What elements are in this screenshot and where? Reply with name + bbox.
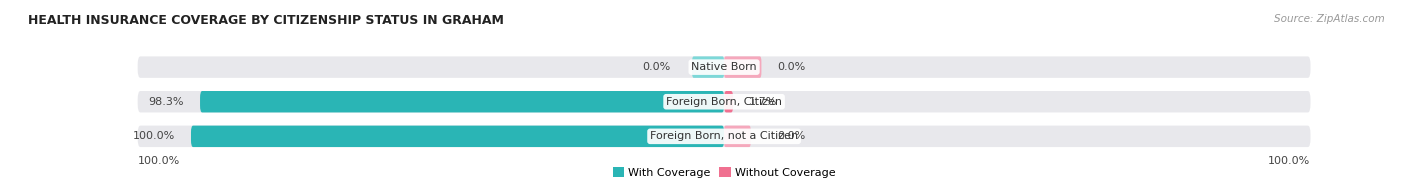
Text: 100.0%: 100.0% [138,156,180,166]
FancyBboxPatch shape [724,56,762,78]
FancyBboxPatch shape [138,91,1310,113]
FancyBboxPatch shape [138,56,1310,78]
Text: Native Born: Native Born [692,62,756,72]
Text: 0.0%: 0.0% [778,62,806,72]
FancyBboxPatch shape [692,56,724,78]
Text: Foreign Born, Citizen: Foreign Born, Citizen [666,97,782,107]
Text: 98.3%: 98.3% [149,97,184,107]
FancyBboxPatch shape [200,91,724,113]
Text: 100.0%: 100.0% [1268,156,1310,166]
Text: 1.7%: 1.7% [749,97,778,107]
Text: 100.0%: 100.0% [132,131,174,141]
FancyBboxPatch shape [191,126,724,147]
FancyBboxPatch shape [724,91,733,113]
FancyBboxPatch shape [138,126,1310,147]
Legend: With Coverage, Without Coverage: With Coverage, Without Coverage [609,163,839,182]
Text: 0.0%: 0.0% [643,62,671,72]
Text: Foreign Born, not a Citizen: Foreign Born, not a Citizen [650,131,799,141]
Text: 0.0%: 0.0% [778,131,806,141]
Text: HEALTH INSURANCE COVERAGE BY CITIZENSHIP STATUS IN GRAHAM: HEALTH INSURANCE COVERAGE BY CITIZENSHIP… [28,14,503,27]
FancyBboxPatch shape [724,126,751,147]
Text: Source: ZipAtlas.com: Source: ZipAtlas.com [1274,14,1385,24]
